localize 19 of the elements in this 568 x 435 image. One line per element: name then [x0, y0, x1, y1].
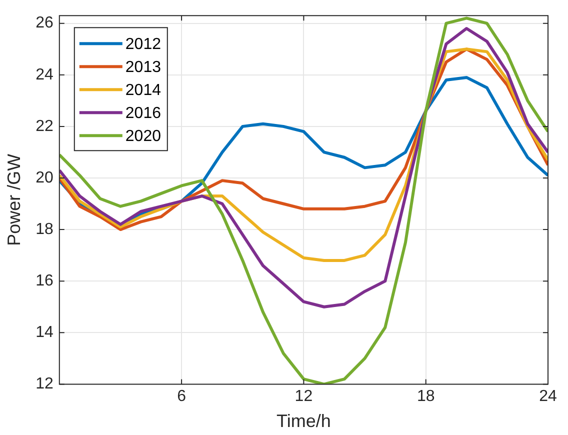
y-axis-title: Power /GW: [4, 154, 24, 246]
x-tick-label: 6: [177, 388, 186, 406]
y-tick-label: 16: [36, 272, 54, 290]
legend-label: 2012: [125, 36, 162, 54]
y-tick-label: 26: [36, 14, 54, 32]
y-tick-label: 20: [36, 169, 54, 186]
x-tick-label: 24: [539, 388, 557, 406]
y-tick-label: 18: [36, 220, 54, 238]
x-axis-title: Time/h: [276, 411, 331, 432]
y-tick-label: 14: [36, 324, 54, 342]
y-tick-label: 22: [36, 118, 54, 135]
y-tick-label: 24: [36, 66, 54, 84]
x-tick-label: 18: [416, 388, 435, 406]
legend-label: 2013: [125, 59, 162, 76]
legend-label: 2016: [125, 105, 162, 122]
legend-label: 2020: [125, 128, 162, 146]
y-tick-label: 12: [36, 376, 54, 393]
x-tick-label: 12: [294, 388, 313, 406]
legend-label: 2014: [125, 82, 162, 100]
